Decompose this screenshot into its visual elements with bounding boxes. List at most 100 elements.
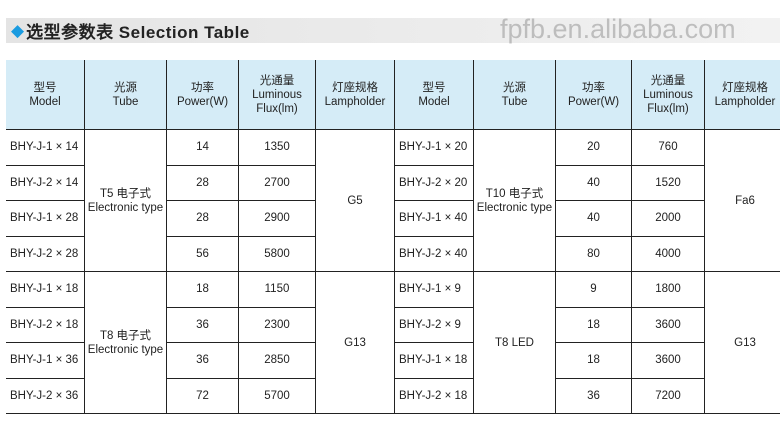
- column-header-line: Luminous: [643, 88, 693, 101]
- power-cell: 72: [166, 377, 239, 414]
- lampholder-cell: G5: [315, 129, 395, 272]
- column-header-line: 型号: [33, 81, 57, 94]
- power-cell: 28: [166, 200, 239, 237]
- power-cell: 40: [555, 164, 632, 201]
- model-cell: BHY-J-2 × 18: [394, 377, 474, 414]
- tube-cell: T10 电子式 Electronic type: [473, 129, 556, 272]
- table-row: BHY-J-1 × 18 T8 电子式 Electronic type 18 1150 G…: [6, 271, 780, 414]
- column-header-line: 功率: [191, 81, 214, 94]
- flux-cell: 1350: [238, 129, 316, 166]
- cell-line: Electronic type: [476, 201, 553, 214]
- column-header-line: 型号: [422, 81, 446, 94]
- table-header-row: 型号 Model 光源 Tube 功率 Power(W) 光通量 Luminous Flux(l…: [6, 60, 780, 130]
- flux-cell: 3600: [631, 306, 705, 343]
- flux-cell: 2850: [238, 342, 316, 379]
- lampholder-cell: G13: [315, 271, 395, 414]
- cell-line: T5 电子式: [99, 187, 152, 200]
- column-header: 光通量 Luminous Flux(lm): [631, 60, 705, 130]
- model-cell: BHY-J-2 × 40: [394, 235, 474, 272]
- column-header-line: 灯座规格: [722, 81, 768, 94]
- table-row: BHY-J-2 × 36 72 5700 BHY-J-2 × 18 36 7200: [6, 377, 780, 414]
- section-title-bar: ◆ 选型参数表 Selection Table: [6, 18, 780, 43]
- column-header-line: 光源: [503, 81, 526, 94]
- section-title: 选型参数表 Selection Table: [26, 23, 250, 42]
- model-cell: BHY-J-2 × 9: [394, 306, 474, 343]
- model-cell: BHY-J-1 × 40: [394, 200, 474, 237]
- power-cell: 36: [166, 306, 239, 343]
- flux-cell: 5700: [238, 377, 316, 414]
- model-cell: BHY-J-2 × 36: [6, 377, 85, 414]
- model-cell: BHY-J-2 × 18: [6, 306, 85, 343]
- model-cell: BHY-J-1 × 20: [394, 129, 474, 166]
- flux-cell: 7200: [631, 377, 705, 414]
- column-header: 光源 Tube: [473, 60, 556, 130]
- flux-cell: 2900: [238, 200, 316, 237]
- column-header-line: Power(W): [567, 95, 620, 108]
- power-cell: 36: [166, 342, 239, 379]
- cell-line: T8 电子式: [99, 329, 152, 342]
- column-header: 功率 Power(W): [555, 60, 632, 130]
- selection-table: 型号 Model 光源 Tube 功率 Power(W) 光通量 Luminous Flux(l…: [6, 60, 780, 414]
- table-row: BHY-J-2 × 18 36 2300 BHY-J-2 × 9 18 3600: [6, 306, 780, 343]
- column-header-line: Model: [418, 95, 450, 108]
- column-header: 型号 Model: [394, 60, 474, 130]
- cell-line: Electronic type: [87, 343, 164, 356]
- flux-cell: 1520: [631, 164, 705, 201]
- column-header: 型号 Model: [6, 60, 85, 130]
- model-cell: BHY-J-1 × 18: [394, 342, 474, 379]
- column-header-line: 灯座规格: [332, 81, 378, 94]
- flux-cell: 4000: [631, 235, 705, 272]
- column-header-line: 光源: [114, 81, 137, 94]
- column-header-line: Tube: [112, 95, 139, 108]
- model-cell: BHY-J-2 × 28: [6, 235, 85, 272]
- power-cell: 56: [166, 235, 239, 272]
- column-header: 光源 Tube: [84, 60, 167, 130]
- power-cell: 9: [555, 271, 632, 308]
- power-cell: 36: [555, 377, 632, 414]
- column-header-line: Power(W): [176, 95, 229, 108]
- power-cell: 18: [555, 306, 632, 343]
- column-header-line: Flux(lm): [647, 102, 689, 115]
- flux-cell: 5800: [238, 235, 316, 272]
- column-header-line: Tube: [501, 95, 528, 108]
- lampholder-cell: Fa6: [704, 129, 780, 272]
- column-header-line: 光通量: [259, 74, 295, 87]
- flux-cell: 1800: [631, 271, 705, 308]
- power-cell: 28: [166, 164, 239, 201]
- flux-cell: 2700: [238, 164, 316, 201]
- model-cell: BHY-J-1 × 36: [6, 342, 85, 379]
- model-cell: BHY-J-1 × 14: [6, 129, 85, 166]
- power-cell: 80: [555, 235, 632, 272]
- tube-cell: T5 电子式 Electronic type: [84, 129, 167, 272]
- flux-cell: 760: [631, 129, 705, 166]
- table-row: BHY-J-1 × 14 T5 电子式 Electronic type 14 1350 G…: [6, 129, 780, 272]
- column-header-line: 光通量: [650, 74, 686, 87]
- power-cell: 14: [166, 129, 239, 166]
- column-header-line: Lampholder: [714, 95, 776, 108]
- column-header: 光通量 Luminous Flux(lm): [238, 60, 316, 130]
- flux-cell: 2300: [238, 306, 316, 343]
- column-header: 灯座规格 Lampholder: [704, 60, 780, 130]
- model-cell: BHY-J-1 × 9: [394, 271, 474, 308]
- model-cell: BHY-J-1 × 18: [6, 271, 85, 308]
- flux-cell: 1150: [238, 271, 316, 308]
- column-header: 功率 Power(W): [166, 60, 239, 130]
- tube-cell: T8 电子式 Electronic type: [84, 271, 167, 414]
- model-cell: BHY-J-2 × 20: [394, 164, 474, 201]
- power-cell: 20: [555, 129, 632, 166]
- tube-cell: T8 LED: [473, 271, 556, 414]
- power-cell: 18: [555, 342, 632, 379]
- lampholder-cell: G13: [704, 271, 780, 414]
- flux-cell: 2000: [631, 200, 705, 237]
- table-row: BHY-J-1 × 28 28 2900 BHY-J-1 × 40 40 2000: [6, 200, 780, 237]
- model-cell: BHY-J-2 × 14: [6, 164, 85, 201]
- column-header: 灯座规格 Lampholder: [315, 60, 395, 130]
- column-header-line: 功率: [582, 81, 605, 94]
- table-row: BHY-J-2 × 28 56 5800 BHY-J-2 × 40 80 4000: [6, 235, 780, 272]
- flux-cell: 3600: [631, 342, 705, 379]
- cell-line: T10 电子式: [485, 187, 544, 200]
- power-cell: 18: [166, 271, 239, 308]
- column-header-line: Lampholder: [324, 95, 386, 108]
- column-header-line: Model: [29, 95, 61, 108]
- model-cell: BHY-J-1 × 28: [6, 200, 85, 237]
